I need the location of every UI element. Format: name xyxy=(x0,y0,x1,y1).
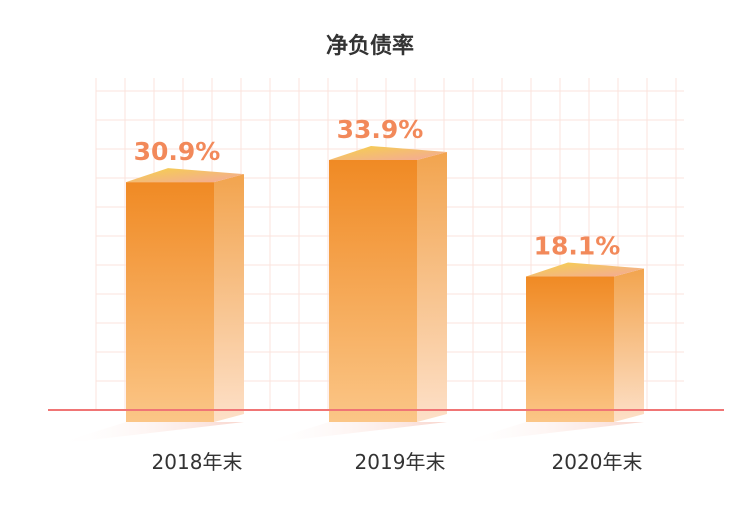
bar-side xyxy=(614,268,644,422)
bar-side xyxy=(417,152,447,422)
x-tick-label: 2019年末 xyxy=(355,450,446,474)
bar-front xyxy=(526,276,614,422)
data-label: 18.1% xyxy=(534,232,621,261)
bar-3: 18.1% 2020年末 xyxy=(456,232,644,474)
bar-shadow xyxy=(56,422,244,444)
bar-shadow xyxy=(259,422,447,444)
bar-top xyxy=(126,168,244,183)
bar-shadow xyxy=(456,422,644,444)
bar-front xyxy=(329,160,417,422)
bar-2: 33.9% 2019年末 xyxy=(259,115,447,474)
bar-side xyxy=(214,174,244,422)
bar-top xyxy=(329,146,447,160)
data-label: 33.9% xyxy=(337,115,424,144)
bar-front xyxy=(126,182,214,422)
x-tick-label: 2020年末 xyxy=(552,450,643,474)
x-tick-label: 2018年末 xyxy=(152,450,243,474)
data-label: 30.9% xyxy=(134,137,221,166)
bars: 30.9% 2018年末 33.9% 2019年末 18.1% 2020年末 xyxy=(56,115,644,474)
chart-title: 净负债率 xyxy=(325,34,414,59)
bar-1: 30.9% 2018年末 xyxy=(56,137,244,474)
bar-top xyxy=(526,262,644,277)
